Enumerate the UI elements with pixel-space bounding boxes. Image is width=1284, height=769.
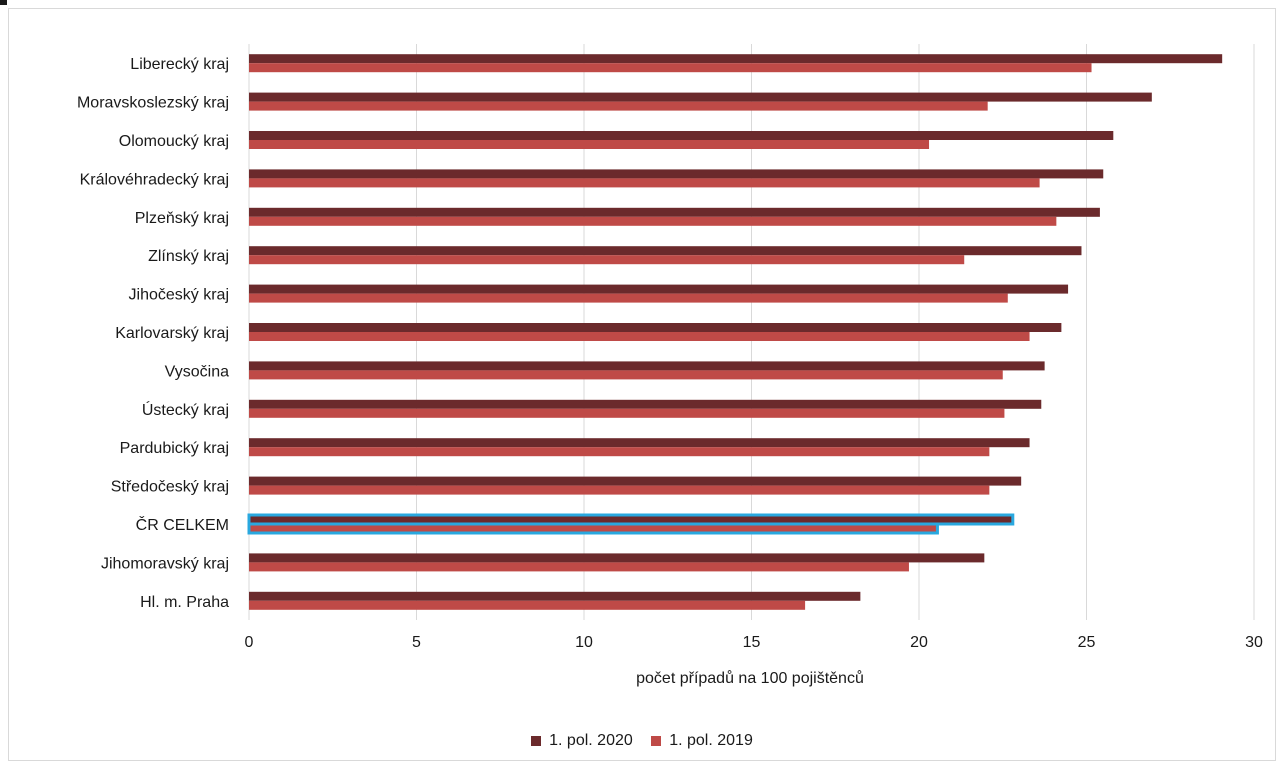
bar-2020 — [249, 284, 1069, 294]
bar-2019 — [249, 485, 990, 495]
x-tick-label: 5 — [412, 634, 421, 651]
x-tick-label: 0 — [245, 634, 254, 651]
x-tick-label: 30 — [1245, 634, 1263, 651]
x-tick-label: 25 — [1078, 634, 1096, 651]
legend-label-2020: 1. pol. 2020 — [549, 732, 633, 749]
x-axis-title: počet případů na 100 pojištěnců — [636, 669, 864, 687]
bar-2020 — [249, 323, 1062, 332]
category-label: ČR CELKEM — [136, 515, 229, 534]
bar-2019 — [249, 255, 965, 265]
corner-mark — [0, 0, 7, 5]
legend-swatch-2020 — [531, 736, 542, 746]
category-label: Moravskoslezský kraj — [77, 95, 229, 112]
bar-2019 — [249, 216, 1057, 226]
bar-2020 — [249, 207, 1100, 217]
legend-swatch-2019 — [651, 736, 662, 746]
category-label: Karlovarský kraj — [115, 325, 229, 342]
bar-2020 — [249, 553, 985, 563]
category-label: Pardubický kraj — [120, 440, 229, 457]
category-label: Liberecký kraj — [130, 56, 229, 73]
legend-item-2020: 1. pol. 2020 — [531, 732, 633, 750]
category-label: Vysočina — [165, 363, 229, 380]
bar-2019 — [249, 408, 1005, 418]
bar-2020 — [249, 399, 1042, 409]
x-tick-label: 10 — [575, 634, 593, 651]
bar-2020 — [249, 591, 861, 601]
bar-2019 — [249, 332, 1030, 341]
bar-2020 — [249, 54, 1223, 64]
category-label: Středočeský kraj — [111, 479, 229, 496]
legend: 1. pol. 2020 1. pol. 2019 — [0, 732, 1284, 751]
x-tick-label: 15 — [743, 634, 761, 651]
bar-2019 — [249, 600, 806, 610]
bar-2020 — [249, 361, 1045, 371]
bar-2019 — [247, 522, 939, 535]
category-label: Ústecký kraj — [142, 400, 229, 419]
bar-2019 — [249, 178, 1040, 188]
category-labels: Liberecký kraj Moravskoslezský kraj Olomou… — [77, 56, 229, 611]
bar-2019 — [249, 293, 1008, 303]
bar-2020 — [249, 438, 1030, 448]
bar-2019 — [249, 63, 1092, 73]
category-label: Jihomoravský kraj — [101, 555, 229, 572]
bar-2020 — [249, 92, 1152, 102]
category-label: Jihočeský kraj — [129, 287, 229, 304]
category-label: Hl. m. Praha — [140, 594, 229, 611]
chart-frame — [8, 8, 1276, 761]
bar-2019 — [249, 140, 930, 149]
category-label: Zlínský kraj — [148, 248, 229, 265]
legend-label-2019: 1. pol. 2019 — [669, 732, 753, 749]
bar-2020 — [249, 246, 1082, 256]
bar-2019 — [249, 101, 988, 111]
bar-2019 — [249, 370, 1003, 380]
bar-2019 — [249, 447, 990, 457]
legend-item-2019: 1. pol. 2019 — [651, 732, 753, 750]
x-tick-label: 20 — [910, 634, 928, 651]
x-tick-labels: 0 5 10 15 20 25 30 — [245, 634, 1263, 651]
bars — [247, 54, 1223, 610]
category-label: Královéhradecký kraj — [80, 171, 229, 188]
bar-2020 — [249, 169, 1104, 179]
bar-2020 — [249, 131, 1114, 140]
category-label: Olomoucký kraj — [119, 133, 229, 150]
bar-2019 — [249, 562, 909, 572]
bar-2020 — [249, 476, 1022, 486]
category-label: Plzeňský kraj — [135, 210, 229, 227]
